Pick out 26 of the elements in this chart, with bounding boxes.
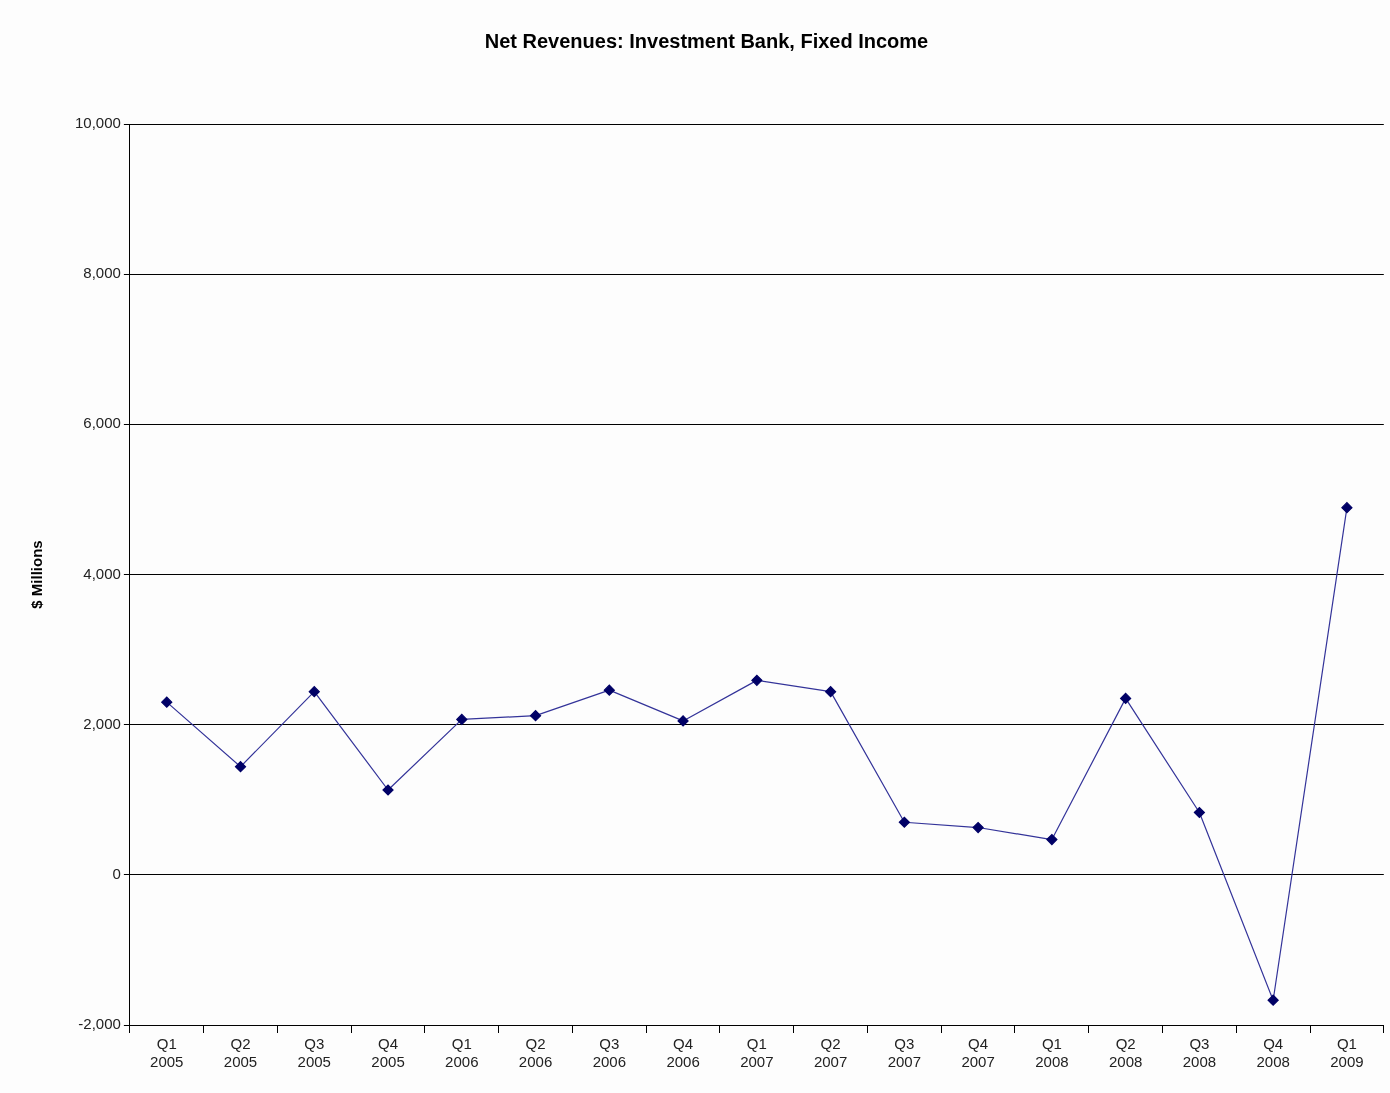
x-tick-label: Q4 2006 <box>666 1035 700 1071</box>
y-tick-label: 8,000 <box>83 264 121 282</box>
x-tick-label: Q3 2008 <box>1182 1035 1217 1071</box>
chart-title: Net Revenues: Investment Bank, Fixed Income <box>484 29 929 52</box>
y-tick-label: 4,000 <box>83 564 121 582</box>
x-tick-label: Q2 2008 <box>1108 1035 1143 1071</box>
y-tick-label: -2,000 <box>78 1015 121 1033</box>
x-tick-label: Q3 2006 <box>592 1035 627 1071</box>
x-tick-label: Q1 2005 <box>150 1035 184 1071</box>
x-tick-label: Q2 2006 <box>518 1035 553 1071</box>
x-tick-label: Q4 2007 <box>961 1035 995 1071</box>
x-tick-label: Q4 2005 <box>371 1035 405 1071</box>
x-tick-label: Q2 2007 <box>813 1035 848 1071</box>
x-tick-label: Q1 2006 <box>445 1035 479 1071</box>
y-axis-title: $ Millions <box>28 540 46 609</box>
y-tick-label: 6,000 <box>83 414 121 432</box>
x-tick-label: Q2 2005 <box>223 1035 258 1071</box>
x-tick-label: Q4 2008 <box>1256 1035 1290 1071</box>
x-tick-label: Q1 2007 <box>740 1035 774 1071</box>
x-tick-label: Q3 2007 <box>887 1035 922 1071</box>
x-tick-label: Q1 2008 <box>1035 1035 1069 1071</box>
y-tick-label: 0 <box>112 864 121 882</box>
y-tick-label: 2,000 <box>83 714 121 732</box>
y-tick-label: 10,000 <box>74 114 121 132</box>
x-tick-label: Q1 2009 <box>1330 1035 1364 1071</box>
x-tick-label: Q3 2005 <box>297 1035 331 1071</box>
